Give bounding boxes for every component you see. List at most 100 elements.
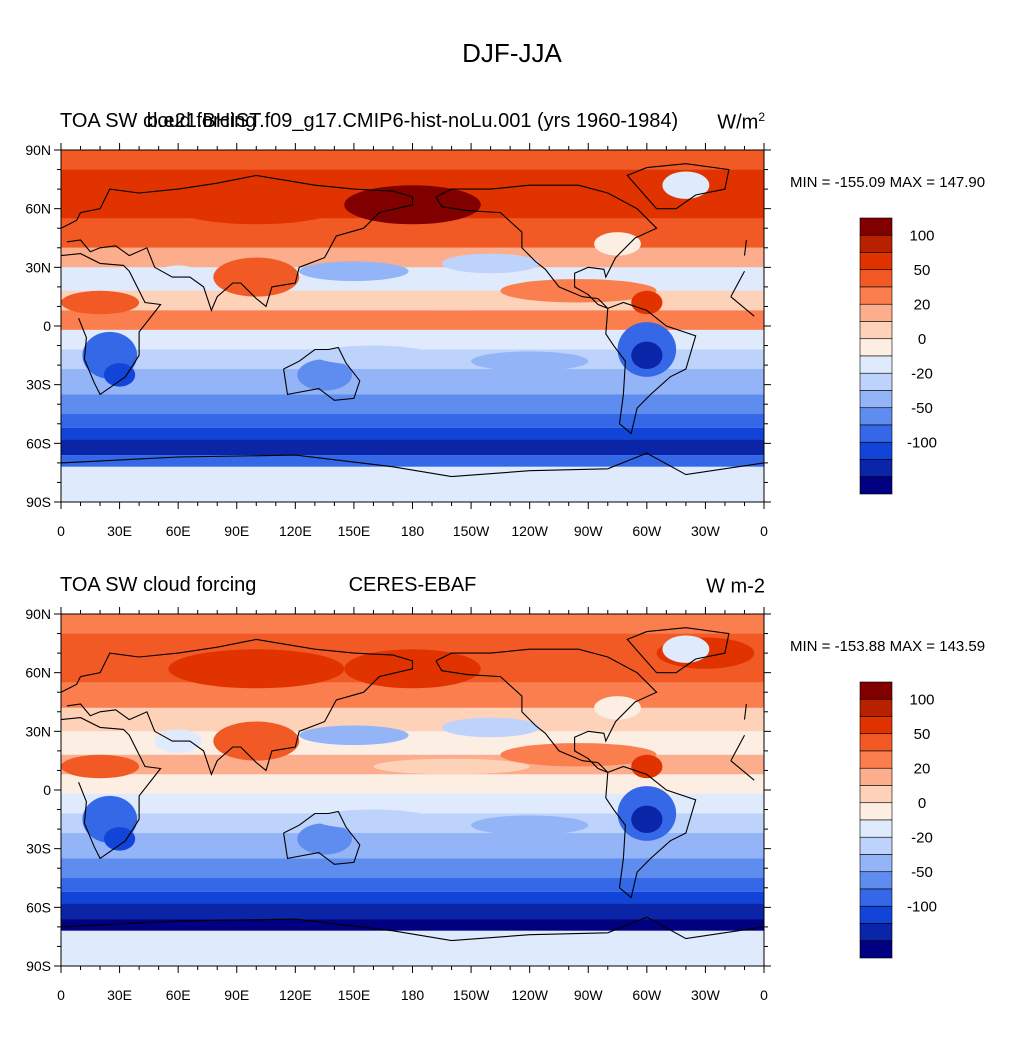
- lon-label: 120E: [279, 987, 312, 1003]
- contour-band: [61, 793, 764, 814]
- colorbar-box: [859, 252, 893, 271]
- contour-band: [61, 150, 764, 170]
- colorbar-box: [859, 407, 893, 426]
- contour-band: [61, 439, 764, 456]
- field-region: [213, 257, 300, 297]
- field-region: [631, 754, 663, 779]
- colorbar-label: 0: [918, 795, 926, 812]
- colorbar-box: [859, 217, 893, 236]
- lon-label: 180: [401, 987, 425, 1003]
- colorbar-box: [859, 923, 893, 942]
- field-region: [631, 341, 663, 370]
- colorbar-label: 0: [918, 331, 926, 348]
- lat-label: 90S: [26, 494, 51, 510]
- lon-label: 30E: [107, 523, 132, 539]
- field-region: [103, 363, 136, 387]
- map-panel-model: TOA SW cloud forcing b.e21.BHIST.f09_g17…: [0, 108, 1024, 578]
- colorbar-box: [859, 716, 893, 735]
- colorbar-label: -20: [911, 829, 933, 846]
- coastline: [626, 627, 730, 674]
- panel-case-title: b.e21.BHIST.f09_g17.CMIP6-hist-noLu.001 …: [146, 110, 679, 132]
- coastline: [283, 810, 361, 865]
- colorbar-label: -20: [911, 365, 933, 382]
- colorbar-box: [859, 269, 893, 288]
- field-region: [662, 171, 710, 199]
- colorbar-box: [859, 767, 893, 786]
- lat-label: 0: [43, 782, 51, 798]
- contour-band: [61, 329, 764, 350]
- lat-label: 30N: [25, 259, 51, 275]
- field-region: [441, 717, 540, 738]
- field-region: [297, 823, 352, 855]
- field-region: [631, 805, 663, 834]
- colorbar-box: [859, 854, 893, 873]
- colorbar-label: -50: [911, 400, 933, 417]
- lon-label: 0: [760, 987, 768, 1003]
- colorbar-box: [859, 234, 893, 253]
- contour-band: [61, 394, 764, 414]
- field-region: [631, 290, 663, 315]
- colorbar-box: [859, 303, 893, 322]
- colorbar-box: [859, 871, 893, 890]
- lon-label: 150E: [338, 987, 371, 1003]
- lat-label: 30S: [26, 841, 51, 857]
- colorbar-box: [859, 355, 893, 374]
- colorbar-label: 100: [909, 691, 934, 708]
- field-region: [500, 743, 657, 767]
- lat-label: 60N: [25, 201, 51, 217]
- panel-units: W/m2: [717, 110, 765, 134]
- min-max-label: MIN = -153.88 MAX = 143.59: [790, 638, 986, 655]
- field-region: [168, 185, 345, 225]
- coastline: [60, 717, 755, 860]
- contour-band: [61, 919, 764, 931]
- coastline: [605, 765, 697, 899]
- colorbar-label: -100: [907, 434, 937, 451]
- colorbar-box: [859, 802, 893, 821]
- field-region: [299, 725, 409, 746]
- field-region: [168, 649, 345, 689]
- colorbar-box: [859, 819, 893, 838]
- lat-label: 0: [43, 318, 51, 334]
- contour-band: [61, 466, 764, 502]
- contour-band: [61, 903, 764, 920]
- lon-label: 120W: [511, 987, 548, 1003]
- field-region: [471, 351, 589, 371]
- coastline: [435, 648, 658, 773]
- colorbar-label: 50: [914, 262, 931, 279]
- lon-label: 60E: [166, 987, 191, 1003]
- lon-label: 90E: [224, 523, 249, 539]
- lat-label: 90N: [25, 606, 51, 622]
- colorbar-box: [859, 940, 893, 959]
- coastline: [435, 184, 658, 309]
- colorbar-box: [859, 424, 893, 443]
- field-region: [594, 232, 641, 256]
- coastline: [60, 916, 765, 942]
- field-region: [471, 815, 589, 835]
- field-region: [441, 253, 540, 274]
- contour-band: [61, 310, 764, 330]
- colorbar-label: -50: [911, 864, 933, 881]
- lon-label: 0: [57, 987, 65, 1003]
- colorbar-box: [859, 338, 893, 357]
- field-region: [103, 827, 136, 851]
- colorbar-box: [859, 733, 893, 752]
- coastline: [283, 346, 361, 401]
- lon-label: 120W: [511, 523, 548, 539]
- field-region: [213, 721, 300, 761]
- contour-map: 90N 60N 30N 0 30S 60S 90S 0 30E 60E 90E 120E 150E 180…: [25, 142, 937, 539]
- lat-label: 60S: [26, 435, 51, 451]
- panel-case-title: CERES-EBAF: [348, 574, 477, 596]
- lat-label: 60S: [26, 899, 51, 915]
- lon-label: 30W: [691, 523, 721, 539]
- contour-band: [61, 858, 764, 878]
- panel-units: W m-2: [706, 575, 765, 598]
- lon-label: 30E: [107, 987, 132, 1003]
- panel-left-title: TOA SW cloud forcing: [60, 574, 257, 596]
- lon-label: 90W: [574, 987, 604, 1003]
- field-region: [299, 261, 409, 282]
- contour-band: [61, 414, 764, 428]
- coastline: [60, 253, 755, 396]
- panel-left-title: TOA SW cloud forcing: [60, 110, 257, 132]
- colorbar-box: [859, 390, 893, 409]
- lat-label: 60N: [25, 665, 51, 681]
